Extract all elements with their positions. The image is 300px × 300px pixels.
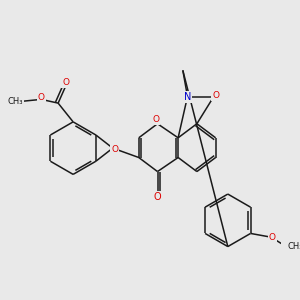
Text: O: O — [62, 78, 69, 87]
Text: O: O — [268, 233, 276, 242]
Text: N: N — [184, 92, 191, 102]
Text: CH₃: CH₃ — [7, 97, 23, 106]
Text: CH₃: CH₃ — [288, 242, 300, 251]
Text: O: O — [111, 145, 118, 154]
Text: O: O — [212, 91, 219, 100]
Text: O: O — [38, 93, 45, 102]
Text: O: O — [154, 192, 161, 202]
Text: O: O — [152, 116, 159, 124]
